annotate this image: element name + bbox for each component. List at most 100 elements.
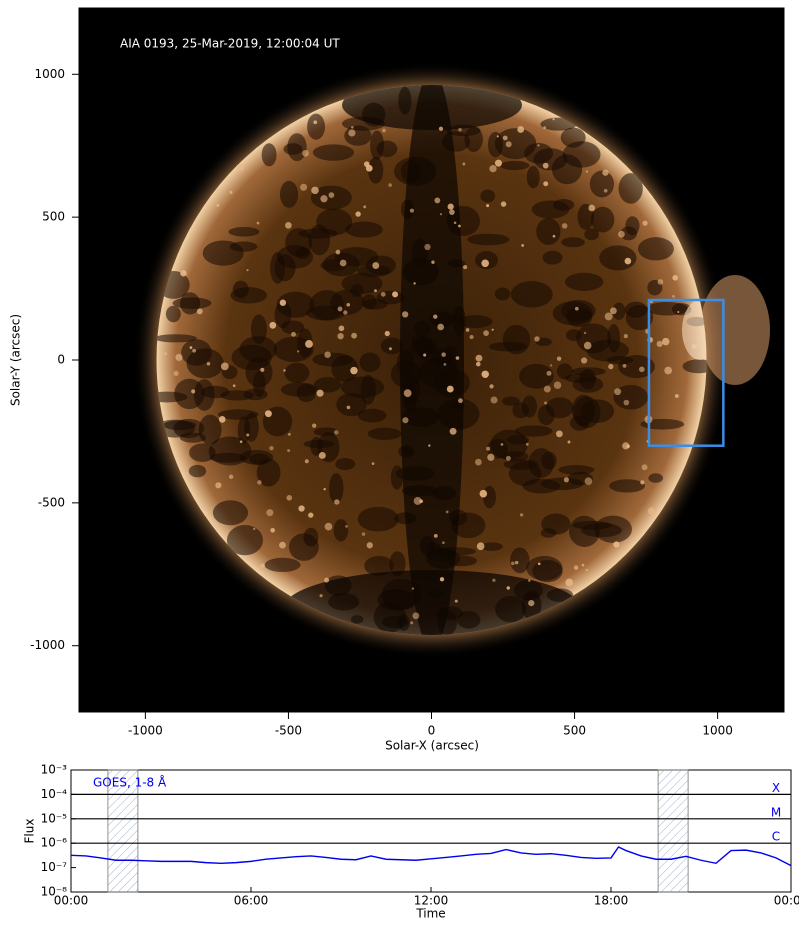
dark-patch [467,233,510,246]
dark-patch [459,315,493,329]
dark-patch [156,334,198,343]
dark-patch [586,339,629,362]
bright-point [525,443,529,446]
bright-point [505,455,511,461]
bright-point [180,270,187,277]
bright-point [481,259,489,268]
dark-patch [284,362,310,384]
bright-point [337,306,343,312]
bright-point [519,513,524,517]
dark-patch [522,478,560,494]
bright-point [206,362,211,366]
bright-point [528,579,531,582]
class-label: M [771,805,781,819]
bright-point [355,211,361,217]
dark-patch [345,221,383,238]
x-tick-label: 00:00 [54,894,89,908]
bright-point [613,541,620,548]
bright-point [392,291,399,298]
bright-point [366,542,373,549]
bright-point [486,204,490,208]
bright-point [604,312,613,321]
dark-patch [281,320,305,335]
y-tick-label: 10⁻⁴ [41,787,68,801]
bright-point [626,444,630,449]
bright-point [256,221,260,225]
bright-point [260,563,265,568]
bright-point [640,480,645,485]
bright-point [622,364,627,368]
bright-point [500,201,507,207]
dark-patch [331,355,359,382]
bright-point [458,398,463,404]
dark-patch [165,305,181,323]
dark-patch [367,427,402,440]
bright-point [363,205,367,209]
bright-point [489,384,494,389]
dark-patch [174,378,205,410]
bright-point [216,204,220,207]
y-tick-label: 10⁻⁷ [41,860,68,874]
annotation: AIA 0193, 25-Mar-2019, 12:00:04 UT [120,37,340,51]
bright-point [324,522,333,531]
bright-point [300,183,308,191]
dark-patch [200,385,230,399]
bright-point [514,560,519,565]
dark-patch [565,329,582,341]
dark-patch [359,352,381,373]
dark-patch [510,281,553,308]
dark-patch [607,323,621,353]
bright-point [455,356,460,360]
dark-patch [273,336,314,362]
bright-point [552,118,555,121]
bright-point [449,209,455,215]
bright-point [316,389,324,397]
bright-point [543,181,549,187]
dark-patch [179,432,206,443]
bright-point [543,126,547,130]
dark-patch [562,141,601,168]
dark-patch [279,180,299,208]
bright-point [672,274,679,281]
bright-point [423,353,427,357]
x-tick-label: 500 [563,724,586,738]
bright-point [409,208,414,213]
bright-point [305,340,313,348]
dark-patch [618,354,655,379]
dark-patch [276,291,315,318]
y-tick-label: 0 [57,353,65,367]
bright-point [388,347,392,351]
dark-patch [237,416,251,444]
y-tick-label: 10⁻⁸ [41,885,68,899]
bright-point [491,328,494,331]
bright-point [555,430,563,438]
dark-patch [364,556,394,576]
dark-patch [202,240,244,266]
dark-patch [618,173,643,204]
bright-point [365,164,373,172]
dark-patch [613,384,649,410]
bright-point [164,352,167,356]
bright-point [463,265,468,270]
bright-point [311,186,319,195]
dark-patch [590,206,615,233]
bright-point [603,188,608,193]
bright-point [384,330,390,337]
dark-patch [540,528,557,538]
bright-point [313,120,318,125]
shaded-interval [657,769,689,893]
bright-point [537,144,540,147]
bright-point [264,410,272,418]
bright-point [246,269,249,272]
bright-point [542,162,549,169]
dark-patch [245,356,273,388]
bright-point [614,388,622,396]
bright-point [411,587,415,590]
bright-point [585,170,589,173]
bright-point [537,562,541,566]
bright-point [543,385,551,393]
bright-point [269,321,277,329]
bright-point [647,507,656,515]
bright-point [672,294,675,298]
